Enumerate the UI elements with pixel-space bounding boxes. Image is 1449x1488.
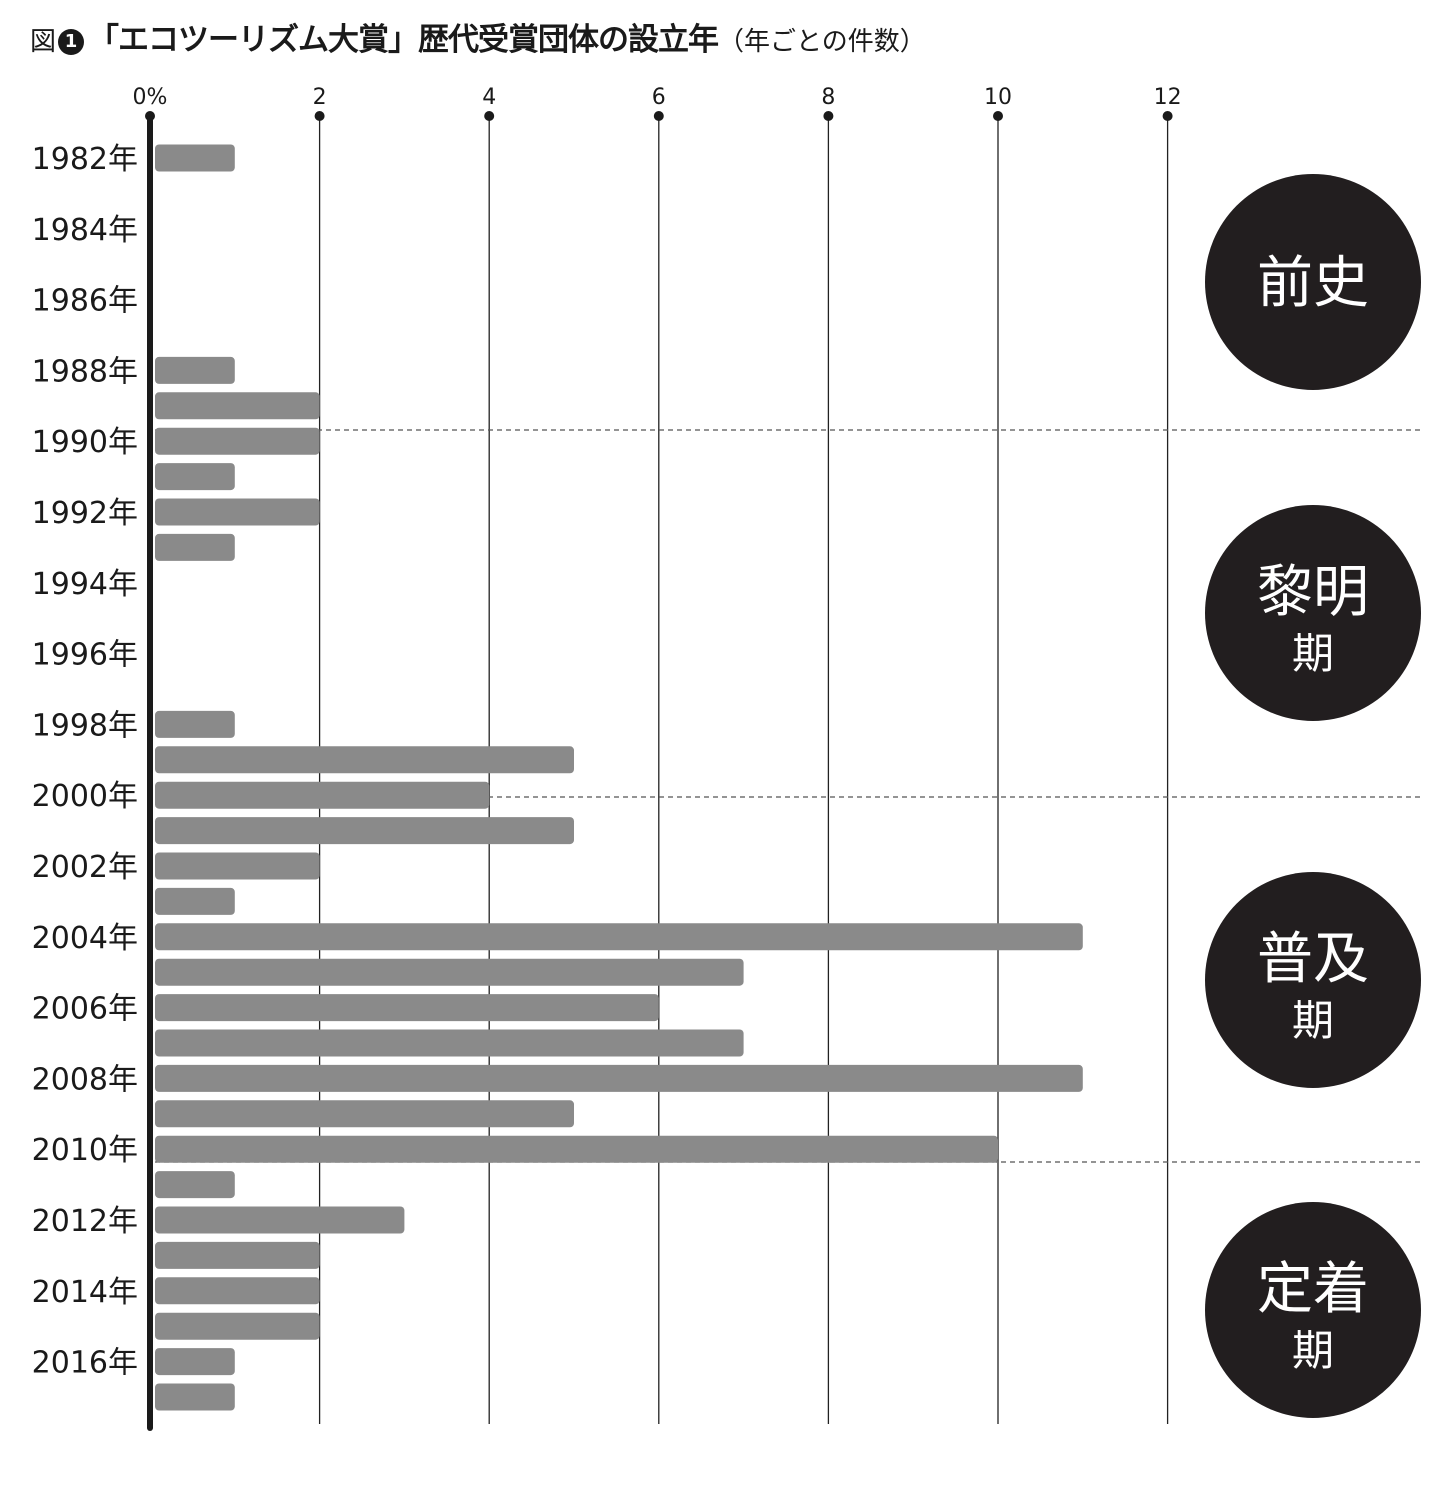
y-axis-label: 1996年	[32, 638, 138, 673]
y-axis-label: 1986年	[32, 284, 138, 319]
bar	[155, 463, 235, 491]
x-tick-dot	[823, 111, 834, 121]
y-axis-label: 2010年	[32, 1133, 138, 1168]
bar	[155, 852, 320, 880]
bar	[155, 1241, 320, 1269]
bar	[155, 498, 320, 526]
bar	[155, 144, 235, 172]
title-main: 「エコツーリズム大賞」歴代受賞団体の設立年	[88, 22, 719, 58]
chart-title: 図 1 「エコツーリズム大賞」歴代受賞団体の設立年（年ごとの件数）	[30, 14, 926, 59]
y-axis-label: 1984年	[32, 213, 138, 248]
x-tick-dot	[1162, 111, 1173, 121]
bar	[155, 710, 235, 738]
x-tick-label: 12	[1154, 85, 1182, 110]
bar	[155, 1100, 574, 1128]
period-label: 前史	[1257, 251, 1369, 316]
x-tick-label: 2	[313, 85, 327, 110]
y-axis-label: 2008年	[32, 1062, 138, 1097]
y-axis-label: 2006年	[32, 992, 138, 1027]
y-axis-label: 2004年	[32, 921, 138, 956]
x-tick-label: 8	[821, 85, 835, 110]
figure-label: 図	[30, 27, 57, 57]
y-axis-label: 2014年	[32, 1275, 138, 1310]
figure-number-badge: 1	[58, 29, 85, 55]
x-tick-dot	[314, 111, 325, 121]
y-axis-label: 1988年	[32, 354, 138, 389]
y-axis-label: 1990年	[32, 425, 138, 460]
x-tick-label: 0%	[133, 85, 168, 110]
y-axis-label: 1982年	[32, 142, 138, 177]
y-axis-label: 2016年	[32, 1346, 138, 1381]
period-circle	[1205, 1202, 1421, 1418]
bar	[155, 1029, 744, 1057]
bar	[155, 1064, 1083, 1092]
period-circle	[1205, 872, 1421, 1088]
bar	[155, 1383, 235, 1411]
period-sublabel: 期	[1292, 996, 1334, 1045]
x-tick-label: 10	[984, 85, 1012, 110]
bar	[155, 746, 574, 774]
bar	[155, 817, 574, 845]
x-tick-label: 6	[652, 85, 666, 110]
bar	[155, 1171, 235, 1199]
period-sublabel: 期	[1292, 629, 1334, 678]
bar	[155, 427, 320, 455]
bar	[155, 781, 490, 809]
x-tick-dot	[484, 111, 495, 121]
period-label: 普及	[1257, 927, 1369, 992]
bar	[155, 1135, 998, 1163]
period-circle	[1205, 505, 1421, 721]
x-tick-dot	[653, 111, 664, 121]
period-label: 黎明	[1257, 560, 1369, 625]
bar	[155, 923, 1083, 951]
bar	[155, 994, 659, 1022]
bar	[155, 356, 235, 384]
y-axis-label: 1992年	[32, 496, 138, 531]
period-sublabel: 期	[1292, 1326, 1334, 1375]
y-axis-label: 2000年	[32, 779, 138, 814]
period-circle	[1205, 174, 1421, 390]
bar	[155, 392, 320, 420]
bar	[155, 1277, 320, 1305]
y-axis-label: 1998年	[32, 708, 138, 743]
y-axis-label: 2002年	[32, 850, 138, 885]
period-label: 定着	[1257, 1257, 1369, 1322]
bar	[155, 887, 235, 915]
y-axis-label: 2012年	[32, 1204, 138, 1239]
bar	[155, 533, 235, 561]
x-tick-label: 4	[482, 85, 496, 110]
y-axis-label: 1994年	[32, 567, 138, 602]
bar	[155, 1206, 405, 1234]
x-tick-dot	[993, 111, 1003, 121]
bar	[155, 958, 744, 986]
bar	[155, 1348, 235, 1376]
bar	[155, 1312, 320, 1340]
title-subtitle: （年ごとの件数）	[718, 27, 926, 57]
